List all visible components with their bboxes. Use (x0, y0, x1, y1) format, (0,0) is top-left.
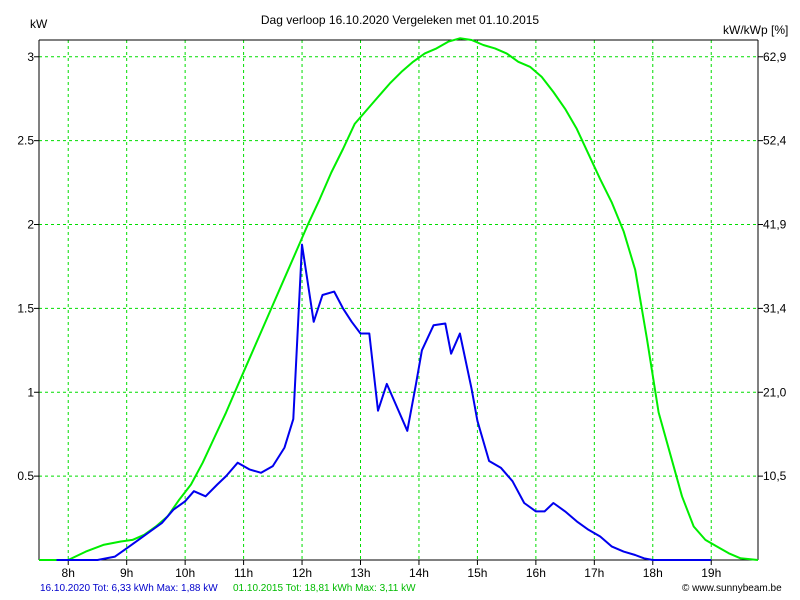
x-tick-label: 17h (584, 566, 604, 580)
y-tick-label: 2.5 (17, 134, 34, 148)
x-tick-label: 18h (643, 566, 663, 580)
credit-text: © www.sunnybeam.be (682, 583, 782, 594)
x-tick-label: 8h (62, 566, 75, 580)
series-2-summary: 01.10.2015 Tot: 18,81 kWh Max: 3,11 kW (233, 583, 416, 594)
x-tick-label: 15h (467, 566, 487, 580)
axis-ticks: 8h 9h 10h 11h 12h 13h 14h 15h 16h 17h 18h 19h 0.5 1 1.… (17, 50, 786, 580)
right-tick-label: 31,4 (763, 301, 787, 315)
right-tick-label: 10,5 (763, 469, 787, 483)
right-tick-label: 21,0 (763, 385, 787, 399)
x-tick-label: 16h (526, 566, 546, 580)
right-tick-label: 52,4 (763, 134, 787, 148)
x-tick-label: 14h (409, 566, 429, 580)
x-tick-label: 10h (175, 566, 195, 580)
x-tick-label: 11h (234, 566, 253, 580)
series-1-summary: 16.10.2020 Tot: 6,33 kWh Max: 1,88 kW (40, 583, 218, 594)
x-tick-label: 13h (350, 566, 370, 580)
left-unit-label: kW (30, 17, 48, 31)
y-tick-label: 3 (27, 50, 34, 64)
right-tick-label: 41,9 (763, 218, 787, 232)
chart-title: Dag verloop 16.10.2020 Vergeleken met 01… (261, 13, 540, 27)
y-tick-label: 1.5 (17, 301, 34, 315)
right-tick-label: 62,9 (763, 50, 787, 64)
series-line-01-10-2015 (39, 37, 759, 561)
series-lines (39, 37, 759, 561)
x-tick-label: 9h (120, 566, 133, 580)
y-tick-label: 0.5 (17, 469, 34, 483)
x-tick-label: 12h (292, 566, 312, 580)
y-tick-label: 1 (27, 385, 34, 399)
x-tick-label: 19h (701, 566, 721, 580)
series-line-16-10-2020 (56, 243, 712, 561)
grid-lines (39, 40, 758, 560)
right-unit-label: kW/kWp [%] (723, 23, 788, 37)
y-tick-label: 2 (27, 218, 34, 232)
